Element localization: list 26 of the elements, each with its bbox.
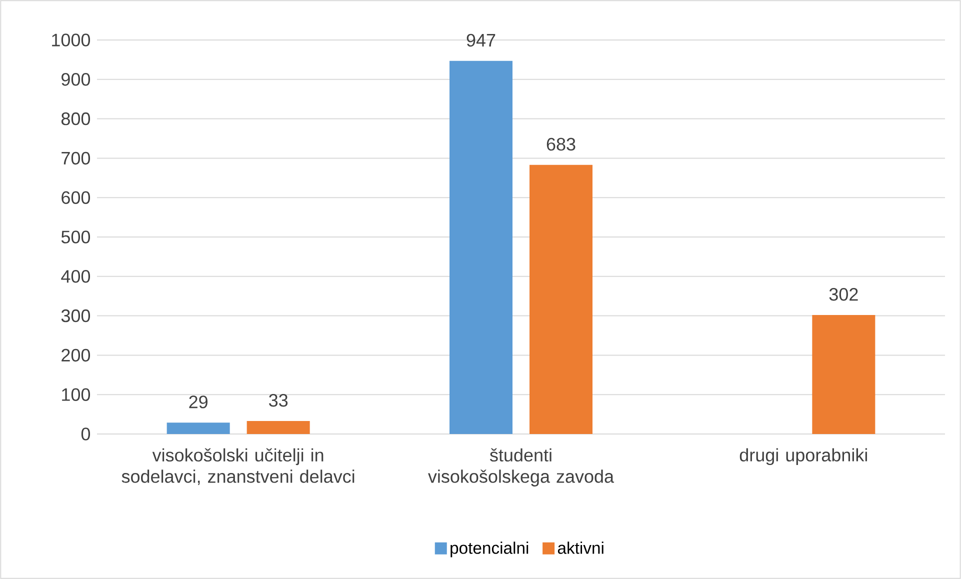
data-label: 29 (189, 396, 208, 408)
x-tick-label: drugi uporabniki (740, 448, 867, 466)
y-tick-label: 1000 (52, 34, 90, 46)
data-label: 683 (546, 138, 576, 151)
data-label: 33 (269, 394, 288, 407)
y-tick-label: 400 (61, 270, 90, 283)
x-tick-label: visokošolski učitelji in sodelavci, znanstveni delavci (122, 448, 354, 486)
y-tick-label: 800 (61, 112, 90, 126)
bar (450, 60, 512, 434)
y-tick-label: 200 (62, 348, 90, 362)
y-tick-label: 100 (62, 388, 90, 401)
y-tick-label: 0 (81, 428, 90, 440)
bar (812, 315, 876, 434)
y-tick-label: 900 (62, 73, 90, 86)
data-label: 947 (466, 34, 496, 47)
bar (530, 164, 593, 434)
y-tick-label: 700 (62, 152, 90, 165)
data-label: 302 (829, 288, 858, 301)
bar (166, 422, 230, 434)
legend-label: aktivni (558, 542, 604, 554)
y-tick-label: 600 (62, 191, 90, 204)
bar (246, 421, 310, 434)
y-tick-label: 300 (61, 309, 90, 322)
y-tick-label: 500 (61, 230, 90, 244)
legend-label: potencialni (450, 542, 528, 558)
x-tick-label: študenti visokošolskega zavoda (428, 448, 614, 486)
